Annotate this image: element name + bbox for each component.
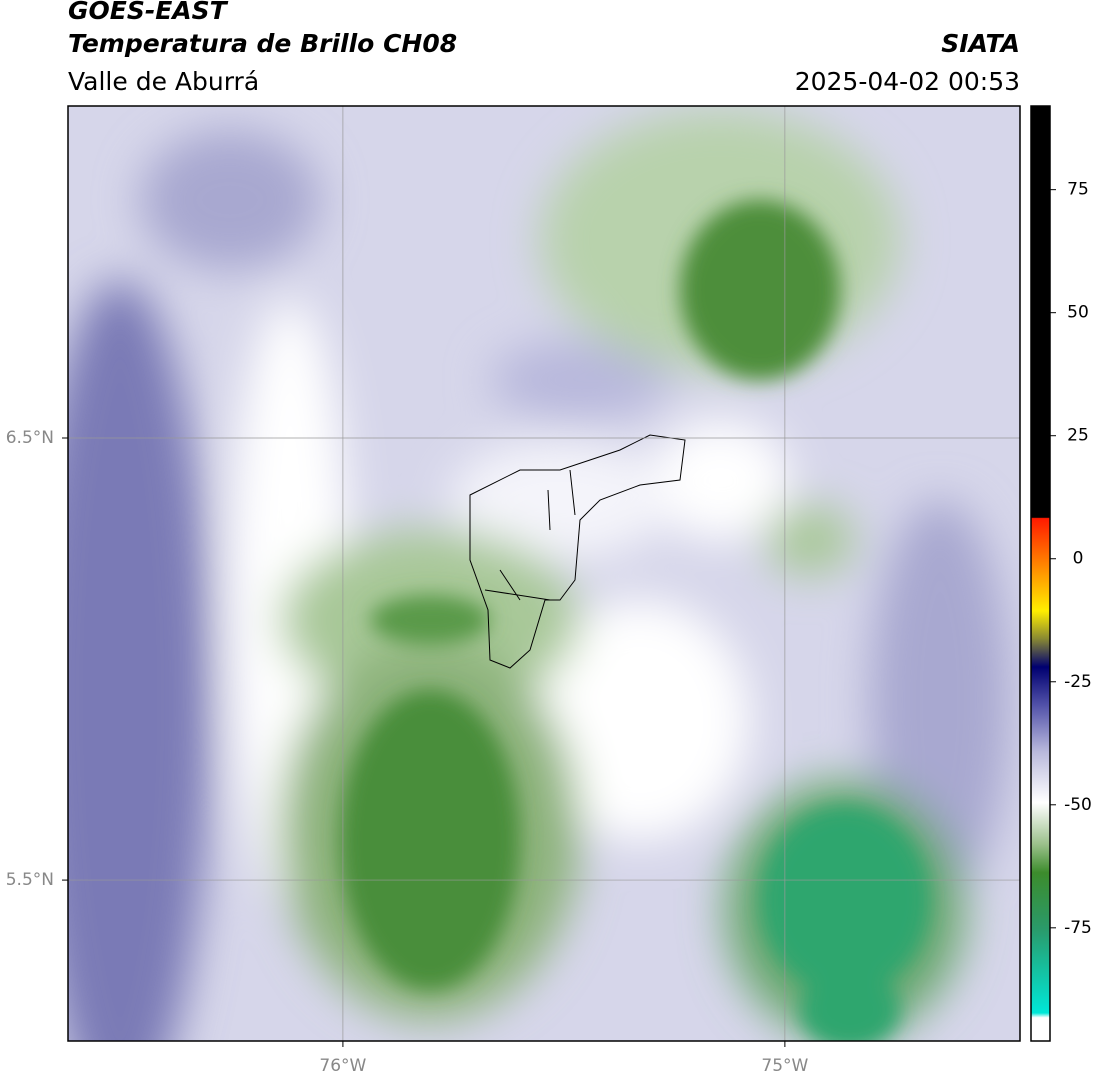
x-tick-label: 75°W: [761, 1056, 808, 1076]
colorbar-tick-label: 25: [1067, 426, 1089, 446]
colorbar-tick-label: -25: [1064, 672, 1092, 692]
colorbar: [1030, 105, 1051, 1042]
satellite-image: [68, 106, 1020, 1041]
map-frame: [67, 105, 1021, 1042]
datetime: 2025-04-02 00:53: [795, 67, 1020, 96]
colorbar-tick-label: -50: [1064, 795, 1092, 815]
x-tick-label: 76°W: [319, 1056, 366, 1076]
subtitle: Temperatura de Brillo CH08: [68, 29, 457, 58]
colorbar-tick-label: 75: [1067, 180, 1089, 200]
colorbar-tick-label: 0: [1073, 549, 1084, 569]
y-tick-label: 5.5°N: [6, 870, 54, 890]
region: Valle de Aburrá: [68, 67, 259, 96]
title: GOES-EAST: [68, 0, 229, 25]
source: SIATA: [941, 29, 1020, 58]
colorbar-tick-label: -75: [1064, 918, 1092, 938]
y-tick-label: 6.5°N: [6, 428, 54, 448]
colorbar-tick-label: 50: [1067, 303, 1089, 323]
